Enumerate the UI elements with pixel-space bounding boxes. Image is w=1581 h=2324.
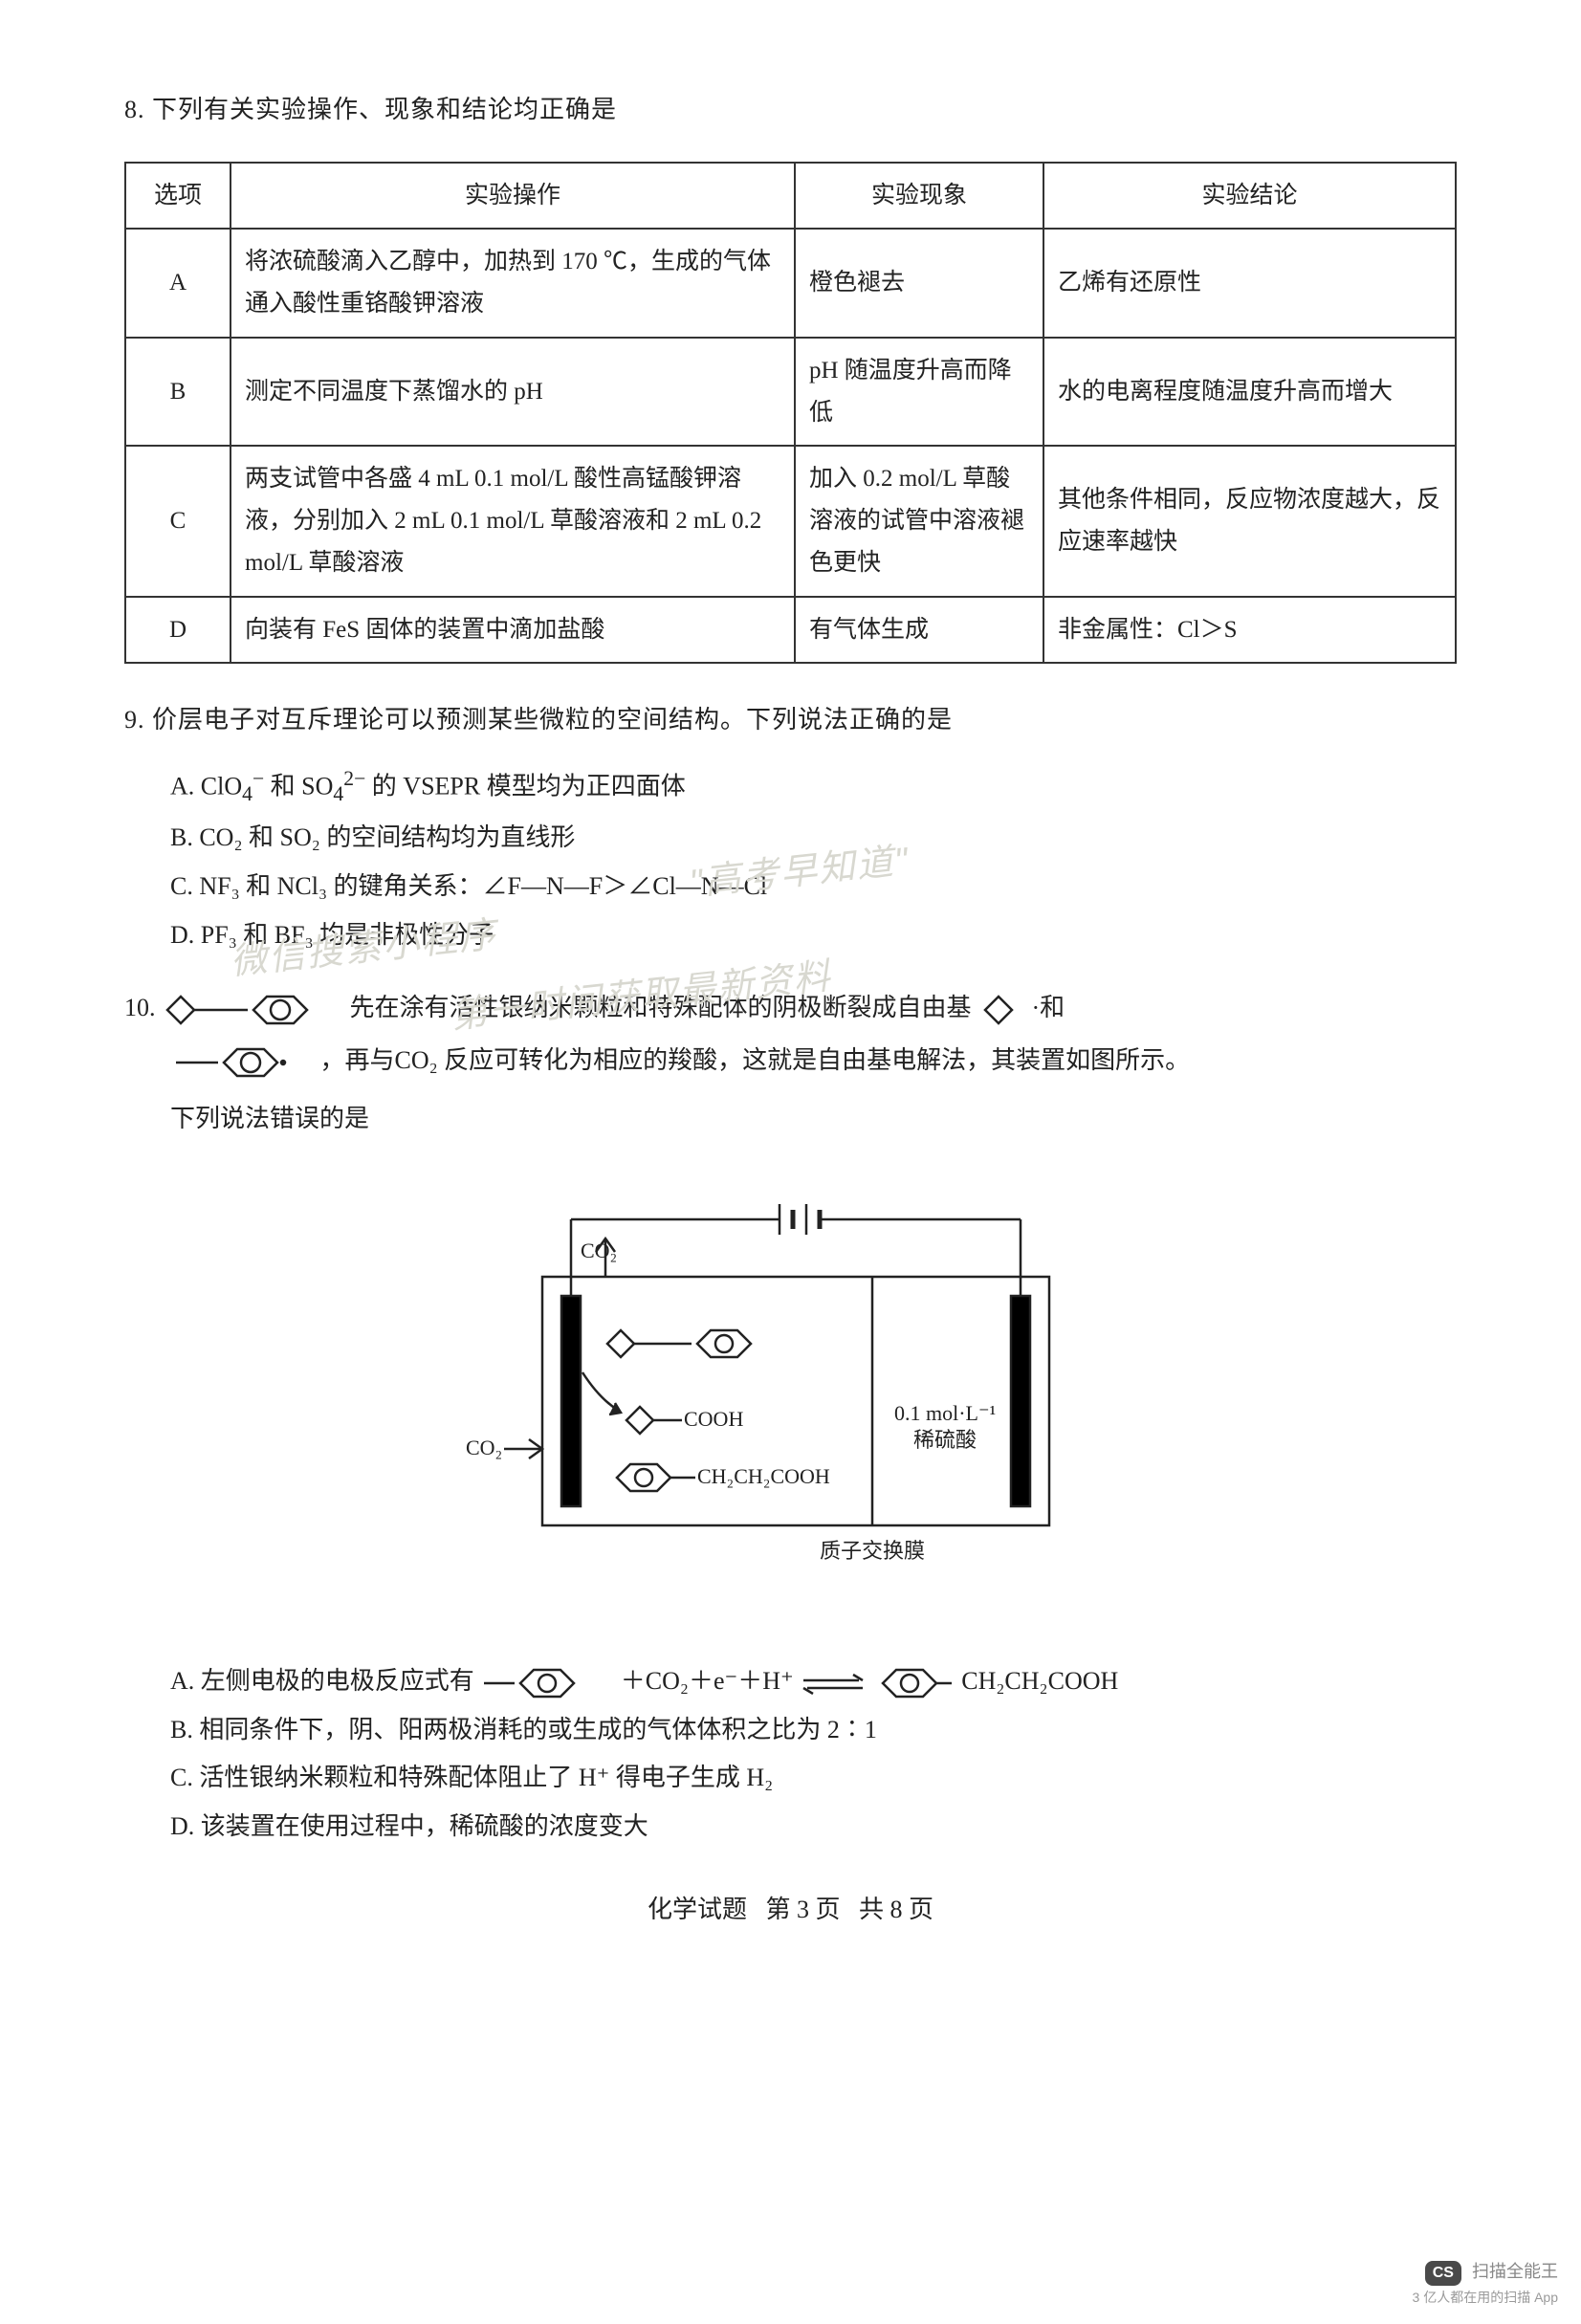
figure-label: CO₂ [581, 1239, 617, 1262]
q9-opt-d: D. PF₃ 和 BF₃ 均是非极性分子 [170, 911, 1457, 960]
cell-conc: 非金属性：Cl＞S [1043, 597, 1456, 664]
q10-text-b: ，再与CO₂ 反应可转化为相应的羧酸，这就是自由基电解法，其装置如图所示。 [320, 1046, 1191, 1074]
figure-label: COOH [684, 1407, 743, 1431]
q8-stem: 下列有关实验操作、现象和结论均正确是 [152, 96, 617, 123]
q10-opt-b: B. 相同条件下，阴、阳两极消耗的或生成的气体体积之比为 2∶1 [170, 1706, 1457, 1755]
q9-a-text: A. ClO [170, 773, 242, 800]
electrolysis-apparatus-icon: CO₂ CO₂ COOH CH₂CH₂COOH 0.1 mol·L⁻¹ 稀硫酸 … [437, 1162, 1145, 1611]
q10-line-1: 10. 先在涂有活性银纳米颗粒和特殊配体的阴极断裂成自由基 ·和 [124, 984, 1457, 1033]
question-9: 9. 价层电子对互斥理论可以预测某些微粒的空间结构。下列说法正确的是 A. Cl… [124, 696, 1457, 959]
sup: − [253, 767, 264, 790]
q10-figure: CO₂ CO₂ COOH CH₂CH₂COOH 0.1 mol·L⁻¹ 稀硫酸 … [124, 1162, 1457, 1629]
molecule-ethyl-phenyl-icon [480, 1664, 614, 1702]
q9-opt-b: B. CO₂ 和 SO₂ 的空间结构均为直线形 [170, 814, 1457, 863]
q9-options: A. ClO4− 和 SO42− 的 VSEPR 模型均为正四面体 B. CO₂… [170, 758, 1457, 959]
footer-page: 第 3 页 [765, 1896, 840, 1923]
cell-opt: C [125, 446, 231, 596]
q9-stem: 价层电子对互斥理论可以预测某些微粒的空间结构。下列说法正确的是 [152, 706, 953, 734]
cell-op: 测定不同温度下蒸馏水的 pH [231, 338, 795, 447]
q10-text-a-end: ·和 [1032, 994, 1065, 1021]
cell-conc: 其他条件相同，反应物浓度越大，反应速率越快 [1043, 446, 1456, 596]
exam-page: 8. 下列有关实验操作、现象和结论均正确是 选项 实验操作 实验现象 实验结论 … [0, 0, 1581, 2324]
q10-opt-a: A. 左侧电极的电极反应式有 ＋CO₂＋e⁻＋H⁺ [170, 1657, 1457, 1706]
table-row: A 将浓硫酸滴入乙醇中，加热到 170 ℃，生成的气体通入酸性重铬酸钾溶液 橙色… [125, 229, 1456, 338]
q8-number: 8. [124, 96, 145, 123]
th-operation: 实验操作 [231, 163, 795, 230]
q10-a-text: A. 左侧电极的电极反应式有 [170, 1667, 474, 1695]
molecule-cyclobutyl-ethyl-phenyl-icon [162, 988, 343, 1032]
table-row: C 两支试管中各盛 4 mL 0.1 mol/L 酸性高锰酸钾溶液，分别加入 2… [125, 446, 1456, 596]
q9-a-text: 的 VSEPR 模型均为正四面体 [365, 773, 685, 800]
cell-phen: 加入 0.2 mol/L 草酸溶液的试管中溶液褪色更快 [795, 446, 1043, 596]
q9-number: 9. [124, 706, 145, 734]
cell-phen: pH 随温度升高而降低 [795, 338, 1043, 447]
footer-subject: 化学试题 [648, 1896, 747, 1923]
scanner-watermark: CS 扫描全能王 3 亿人都在用的扫描 App [1413, 2258, 1558, 2307]
figure-label: 0.1 mol·L⁻¹ [894, 1401, 996, 1425]
q9-a-text: 和 SO [264, 773, 333, 800]
question-8: 8. 下列有关实验操作、现象和结论均正确是 选项 实验操作 实验现象 实验结论 … [124, 86, 1457, 664]
sub: 4 [333, 782, 343, 805]
q9-opt-c: C. NF₃ 和 NCl₃ 的键角关系：∠F—N—F＞∠Cl—N—Cl [170, 863, 1457, 911]
scanner-brand: 扫描全能王 [1472, 2262, 1558, 2281]
molecule-phenyl-icon [873, 1664, 955, 1702]
equilibrium-arrow-icon [800, 1672, 867, 1695]
sup: 2− [343, 767, 365, 790]
page-footer: 化学试题 第 3 页 共 8 页 [124, 1890, 1457, 1925]
q8-table: 选项 实验操作 实验现象 实验结论 A 将浓硫酸滴入乙醇中，加热到 170 ℃，… [124, 162, 1457, 665]
q10-text-a: 先在涂有活性银纳米颗粒和特殊配体的阴极断裂成自由基 [350, 994, 972, 1021]
question-10: 10. 先在涂有活性银纳米颗粒和特殊配体的阴极断裂成自由基 ·和 [124, 984, 1457, 1852]
q10-opt-d: D. 该装置在使用过程中，稀硫酸的浓度变大 [170, 1803, 1457, 1852]
q10-number: 10. [124, 994, 156, 1021]
figure-label: 稀硫酸 [913, 1428, 977, 1452]
q10-a-text: ＋CO₂＋e⁻＋H⁺ [621, 1667, 794, 1695]
q10-line-2: ，再与CO₂ 反应可转化为相应的羧酸，这就是自由基电解法，其装置如图所示。 [170, 1037, 1457, 1085]
scanner-badge-icon: CS [1425, 2261, 1461, 2286]
cell-phen: 橙色褪去 [795, 229, 1043, 338]
figure-label: CO₂ [466, 1436, 502, 1459]
q10-a-text: CH₂CH₂COOH [961, 1667, 1118, 1695]
q9-stem-line: 9. 价层电子对互斥理论可以预测某些微粒的空间结构。下列说法正确的是 [124, 696, 1457, 745]
cell-opt: A [125, 229, 231, 338]
table-header-row: 选项 实验操作 实验现象 实验结论 [125, 163, 1456, 230]
cell-op: 向装有 FeS 固体的装置中滴加盐酸 [231, 597, 795, 664]
table-row: D 向装有 FeS 固体的装置中滴加盐酸 有气体生成 非金属性：Cl＞S [125, 597, 1456, 664]
cell-conc: 水的电离程度随温度升高而增大 [1043, 338, 1456, 447]
th-phenomenon: 实验现象 [795, 163, 1043, 230]
th-option: 选项 [125, 163, 231, 230]
molecule-cyclobutyl-radical-icon [977, 991, 1025, 1029]
q9-opt-a: A. ClO4− 和 SO42− 的 VSEPR 模型均为正四面体 [170, 758, 1457, 814]
cell-op: 将浓硫酸滴入乙醇中，加热到 170 ℃，生成的气体通入酸性重铬酸钾溶液 [231, 229, 795, 338]
sub: 4 [242, 782, 253, 805]
footer-total: 共 8 页 [859, 1896, 933, 1923]
q10-prompt: 下列说法错误的是 [170, 1095, 1457, 1144]
cell-conc: 乙烯有还原性 [1043, 229, 1456, 338]
cell-op: 两支试管中各盛 4 mL 0.1 mol/L 酸性高锰酸钾溶液，分别加入 2 m… [231, 446, 795, 596]
figure-label: 质子交换膜 [820, 1539, 925, 1563]
q8-stem-line: 8. 下列有关实验操作、现象和结论均正确是 [124, 86, 1457, 135]
cell-phen: 有气体生成 [795, 597, 1043, 664]
figure-label: CH₂CH₂COOH [697, 1464, 830, 1488]
scanner-sub: 3 亿人都在用的扫描 App [1413, 2288, 1558, 2307]
cell-opt: B [125, 338, 231, 447]
q10-options: A. 左侧电极的电极反应式有 ＋CO₂＋e⁻＋H⁺ [170, 1657, 1457, 1852]
q10-opt-c: C. 活性银纳米颗粒和特殊配体阻止了 H⁺ 得电子生成 H₂ [170, 1754, 1457, 1803]
th-conclusion: 实验结论 [1043, 163, 1456, 230]
molecule-ethyl-phenyl-radical-icon [170, 1041, 314, 1085]
cell-opt: D [125, 597, 231, 664]
table-row: B 测定不同温度下蒸馏水的 pH pH 随温度升高而降低 水的电离程度随温度升高… [125, 338, 1456, 447]
